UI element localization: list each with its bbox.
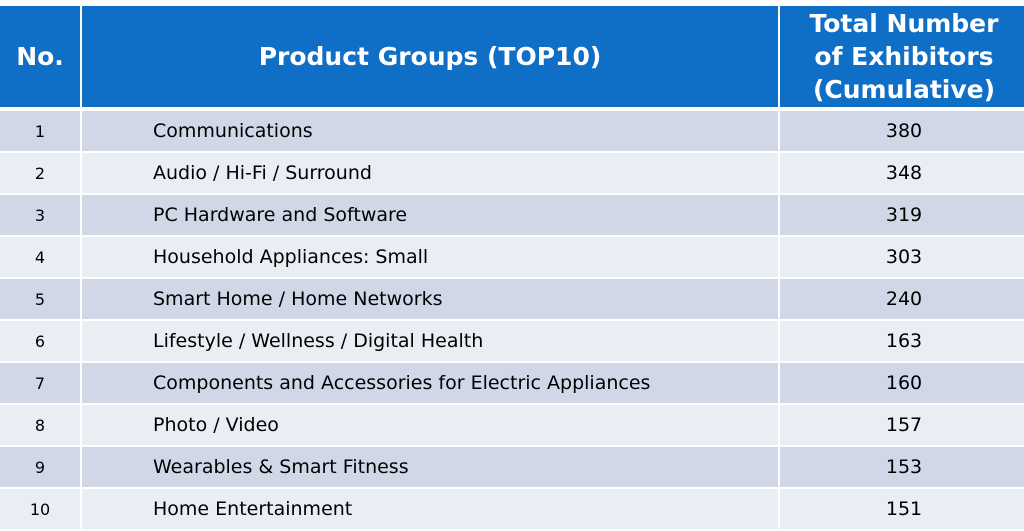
row-total: 348 [780, 153, 1024, 195]
row-product-group-label: Home Entertainment [153, 498, 353, 520]
row-product-group: Communications [82, 111, 780, 153]
row-product-group-label: Smart Home / Home Networks [153, 288, 443, 310]
row-total: 380 [780, 111, 1024, 153]
row-total: 303 [780, 237, 1024, 279]
row-product-group: Photo / Video [82, 405, 780, 447]
table-row: 8 Photo / Video 157 [0, 405, 1024, 447]
row-product-group-label: Communications [153, 120, 313, 142]
table-row: 5 Smart Home / Home Networks 240 [0, 279, 1024, 321]
table-row: 1 Communications 380 [0, 111, 1024, 153]
row-product-group: Smart Home / Home Networks [82, 279, 780, 321]
row-number: 10 [0, 489, 82, 531]
row-total: 151 [780, 489, 1024, 531]
row-number: 9 [0, 447, 82, 489]
row-total: 157 [780, 405, 1024, 447]
row-total: 163 [780, 321, 1024, 363]
row-product-group-label: Household Appliances: Small [153, 246, 429, 268]
row-product-group: PC Hardware and Software [82, 195, 780, 237]
row-total: 319 [780, 195, 1024, 237]
row-number: 1 [0, 111, 82, 153]
row-product-group-label: Components and Accessories for Electric … [153, 372, 651, 394]
header-no: No. [0, 6, 82, 111]
row-product-group-label: Wearables & Smart Fitness [153, 456, 409, 478]
row-product-group: Components and Accessories for Electric … [82, 363, 780, 405]
row-number: 3 [0, 195, 82, 237]
table-row: 7 Components and Accessories for Electri… [0, 363, 1024, 405]
row-number: 2 [0, 153, 82, 195]
row-product-group: Audio / Hi-Fi / Surround [82, 153, 780, 195]
header-total-line-1: Total Number [809, 9, 999, 38]
table-row: 4 Household Appliances: Small 303 [0, 237, 1024, 279]
row-number: 6 [0, 321, 82, 363]
header-total-exhibitors: Total Number of Exhibitors (Cumulative) [780, 6, 1024, 111]
row-product-group: Home Entertainment [82, 489, 780, 531]
row-product-group-label: Audio / Hi-Fi / Surround [153, 162, 372, 184]
row-total: 160 [780, 363, 1024, 405]
table-row: 10 Home Entertainment 151 [0, 489, 1024, 531]
row-product-group: Household Appliances: Small [82, 237, 780, 279]
row-number: 5 [0, 279, 82, 321]
table-row: 6 Lifestyle / Wellness / Digital Health … [0, 321, 1024, 363]
row-product-group-label: Lifestyle / Wellness / Digital Health [153, 330, 484, 352]
row-product-group-label: Photo / Video [153, 414, 279, 436]
row-product-group-label: PC Hardware and Software [153, 204, 408, 226]
header-total-line-3: (Cumulative) [812, 75, 996, 104]
table-row: 3 PC Hardware and Software 319 [0, 195, 1024, 237]
row-product-group: Wearables & Smart Fitness [82, 447, 780, 489]
row-product-group: Lifestyle / Wellness / Digital Health [82, 321, 780, 363]
header-total-line-2: of Exhibitors [814, 42, 994, 71]
row-number: 7 [0, 363, 82, 405]
table-header-row: No. Product Groups (TOP10) Total Number … [0, 6, 1024, 111]
header-product-groups: Product Groups (TOP10) [82, 6, 780, 111]
table-row: 9 Wearables & Smart Fitness 153 [0, 447, 1024, 489]
row-total: 240 [780, 279, 1024, 321]
row-number: 4 [0, 237, 82, 279]
row-total: 153 [780, 447, 1024, 489]
product-groups-table: No. Product Groups (TOP10) Total Number … [0, 6, 1024, 531]
table-row: 2 Audio / Hi-Fi / Surround 348 [0, 153, 1024, 195]
row-number: 8 [0, 405, 82, 447]
